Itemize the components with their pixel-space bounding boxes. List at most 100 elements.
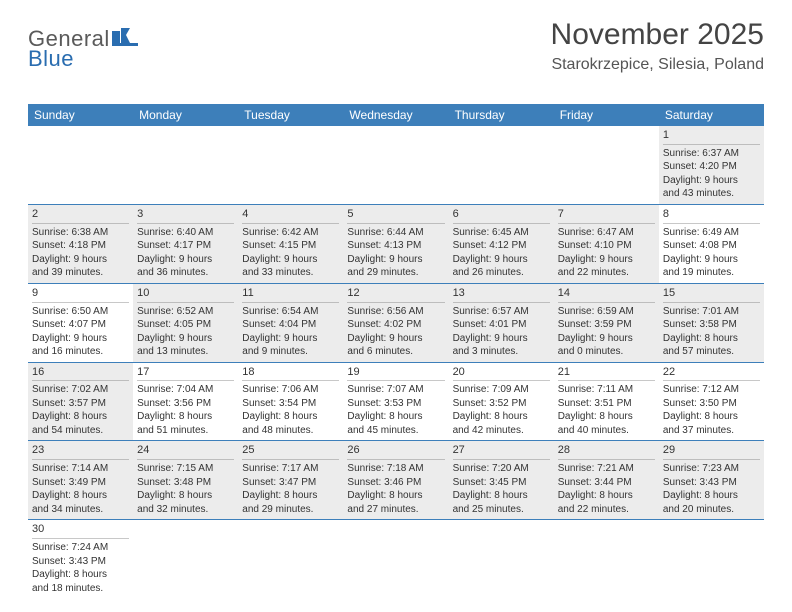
day-number: 28 — [558, 443, 655, 460]
calendar-cell: 27Sunrise: 7:20 AMSunset: 3:45 PMDayligh… — [449, 441, 554, 519]
calendar-row: 1Sunrise: 6:37 AMSunset: 4:20 PMDaylight… — [28, 126, 764, 205]
month-title: November 2025 — [551, 18, 764, 52]
day-number: 16 — [32, 365, 129, 382]
day-number: 17 — [137, 365, 234, 382]
day-number: 11 — [242, 286, 339, 303]
sunset-text: Sunset: 3:58 PM — [663, 318, 760, 332]
daylight-text: and 3 minutes. — [453, 345, 550, 359]
day-number: 29 — [663, 443, 760, 460]
day-number: 18 — [242, 365, 339, 382]
sunrise-text: Sunrise: 6:50 AM — [32, 305, 129, 319]
sunrise-text: Sunrise: 6:40 AM — [137, 226, 234, 240]
daylight-text: and 16 minutes. — [32, 345, 129, 359]
day-number: 24 — [137, 443, 234, 460]
sunset-text: Sunset: 3:59 PM — [558, 318, 655, 332]
calendar-cell — [133, 126, 238, 204]
daylight-text: Daylight: 9 hours — [558, 332, 655, 346]
daylight-text: Daylight: 8 hours — [453, 410, 550, 424]
calendar-cell — [659, 520, 764, 598]
daylight-text: Daylight: 8 hours — [32, 410, 129, 424]
calendar-cell: 19Sunrise: 7:07 AMSunset: 3:53 PMDayligh… — [343, 363, 448, 441]
calendar-cell: 15Sunrise: 7:01 AMSunset: 3:58 PMDayligh… — [659, 284, 764, 362]
day-number: 19 — [347, 365, 444, 382]
header: General November 2025 Starokrzepice, Sil… — [28, 18, 764, 74]
logo-line2: Blue — [28, 46, 74, 72]
calendar-cell: 8Sunrise: 6:49 AMSunset: 4:08 PMDaylight… — [659, 205, 764, 283]
sunrise-text: Sunrise: 7:14 AM — [32, 462, 129, 476]
daylight-text: and 19 minutes. — [663, 266, 760, 280]
day-number: 27 — [453, 443, 550, 460]
sunrise-text: Sunrise: 6:54 AM — [242, 305, 339, 319]
daylight-text: Daylight: 8 hours — [347, 489, 444, 503]
sunset-text: Sunset: 4:04 PM — [242, 318, 339, 332]
daylight-text: and 40 minutes. — [558, 424, 655, 438]
sunrise-text: Sunrise: 7:24 AM — [32, 541, 129, 555]
daylight-text: and 36 minutes. — [137, 266, 234, 280]
sunset-text: Sunset: 4:15 PM — [242, 239, 339, 253]
sunrise-text: Sunrise: 7:17 AM — [242, 462, 339, 476]
daylight-text: Daylight: 8 hours — [558, 489, 655, 503]
sunrise-text: Sunrise: 7:15 AM — [137, 462, 234, 476]
calendar-cell — [343, 126, 448, 204]
calendar-cell: 20Sunrise: 7:09 AMSunset: 3:52 PMDayligh… — [449, 363, 554, 441]
daylight-text: and 13 minutes. — [137, 345, 234, 359]
sunrise-text: Sunrise: 6:52 AM — [137, 305, 234, 319]
sunset-text: Sunset: 3:44 PM — [558, 476, 655, 490]
daylight-text: and 9 minutes. — [242, 345, 339, 359]
sunset-text: Sunset: 4:13 PM — [347, 239, 444, 253]
weekday-wednesday: Wednesday — [343, 104, 448, 126]
daylight-text: Daylight: 8 hours — [663, 410, 760, 424]
sunrise-text: Sunrise: 6:38 AM — [32, 226, 129, 240]
daylight-text: Daylight: 9 hours — [453, 332, 550, 346]
daylight-text: and 32 minutes. — [137, 503, 234, 517]
sunrise-text: Sunrise: 7:23 AM — [663, 462, 760, 476]
calendar-cell: 17Sunrise: 7:04 AMSunset: 3:56 PMDayligh… — [133, 363, 238, 441]
day-number: 10 — [137, 286, 234, 303]
calendar-row: 16Sunrise: 7:02 AMSunset: 3:57 PMDayligh… — [28, 363, 764, 442]
sunrise-text: Sunrise: 7:09 AM — [453, 383, 550, 397]
calendar-row: 30Sunrise: 7:24 AMSunset: 3:43 PMDayligh… — [28, 520, 764, 598]
sunset-text: Sunset: 3:57 PM — [32, 397, 129, 411]
sunrise-text: Sunrise: 7:06 AM — [242, 383, 339, 397]
sunrise-text: Sunrise: 7:18 AM — [347, 462, 444, 476]
daylight-text: and 45 minutes. — [347, 424, 444, 438]
daylight-text: Daylight: 8 hours — [347, 410, 444, 424]
daylight-text: and 22 minutes. — [558, 503, 655, 517]
sunset-text: Sunset: 3:48 PM — [137, 476, 234, 490]
calendar-cell: 26Sunrise: 7:18 AMSunset: 3:46 PMDayligh… — [343, 441, 448, 519]
daylight-text: Daylight: 8 hours — [242, 410, 339, 424]
daylight-text: Daylight: 9 hours — [347, 332, 444, 346]
sunset-text: Sunset: 3:47 PM — [242, 476, 339, 490]
daylight-text: Daylight: 9 hours — [347, 253, 444, 267]
calendar-cell: 10Sunrise: 6:52 AMSunset: 4:05 PMDayligh… — [133, 284, 238, 362]
calendar-cell: 3Sunrise: 6:40 AMSunset: 4:17 PMDaylight… — [133, 205, 238, 283]
weekday-header: Sunday Monday Tuesday Wednesday Thursday… — [28, 104, 764, 126]
day-number: 6 — [453, 207, 550, 224]
day-number: 1 — [663, 128, 760, 145]
daylight-text: and 18 minutes. — [32, 582, 129, 596]
daylight-text: and 54 minutes. — [32, 424, 129, 438]
day-number: 14 — [558, 286, 655, 303]
day-number: 7 — [558, 207, 655, 224]
calendar-cell: 28Sunrise: 7:21 AMSunset: 3:44 PMDayligh… — [554, 441, 659, 519]
day-number: 8 — [663, 207, 760, 224]
daylight-text: Daylight: 9 hours — [32, 253, 129, 267]
calendar-cell: 25Sunrise: 7:17 AMSunset: 3:47 PMDayligh… — [238, 441, 343, 519]
calendar-cell — [238, 520, 343, 598]
sunrise-text: Sunrise: 7:11 AM — [558, 383, 655, 397]
flag-icon — [112, 26, 138, 46]
calendar-cell: 21Sunrise: 7:11 AMSunset: 3:51 PMDayligh… — [554, 363, 659, 441]
daylight-text: and 0 minutes. — [558, 345, 655, 359]
sunset-text: Sunset: 4:05 PM — [137, 318, 234, 332]
day-number: 15 — [663, 286, 760, 303]
sunset-text: Sunset: 4:18 PM — [32, 239, 129, 253]
sunrise-text: Sunrise: 6:37 AM — [663, 147, 760, 161]
daylight-text: and 42 minutes. — [453, 424, 550, 438]
day-number: 2 — [32, 207, 129, 224]
sunset-text: Sunset: 3:52 PM — [453, 397, 550, 411]
daylight-text: Daylight: 8 hours — [137, 489, 234, 503]
day-number: 13 — [453, 286, 550, 303]
daylight-text: Daylight: 9 hours — [558, 253, 655, 267]
sunrise-text: Sunrise: 6:42 AM — [242, 226, 339, 240]
daylight-text: and 51 minutes. — [137, 424, 234, 438]
